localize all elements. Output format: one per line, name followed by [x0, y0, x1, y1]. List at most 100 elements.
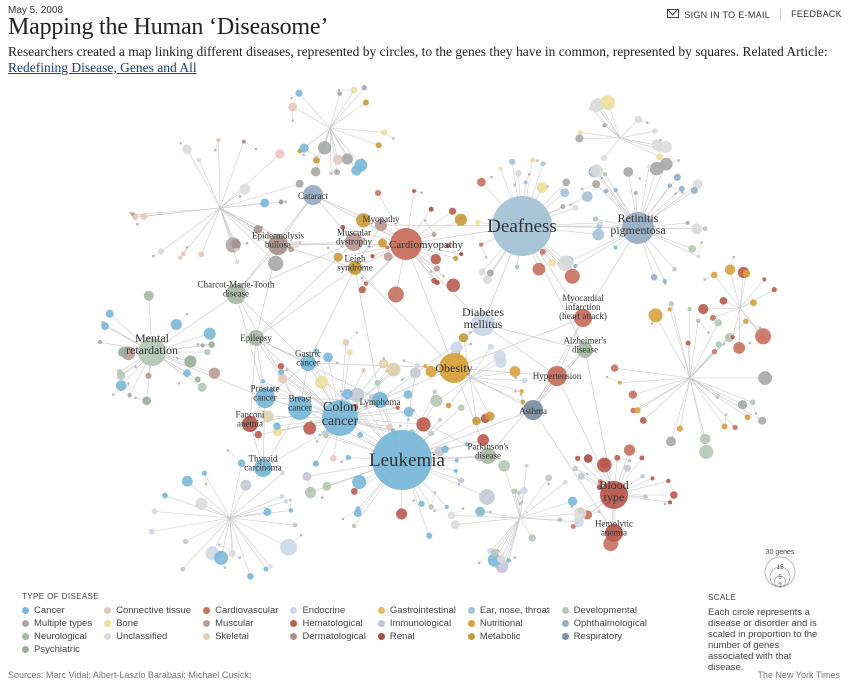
disease-node[interactable] [288, 508, 294, 513]
disease-node[interactable] [698, 303, 709, 315]
disease-node[interactable] [374, 379, 381, 387]
disease-node-fanconi-anemia[interactable] [242, 416, 258, 432]
disease-node[interactable] [613, 245, 618, 250]
disease-node[interactable] [342, 339, 350, 346]
disease-node[interactable] [475, 219, 481, 226]
disease-node[interactable] [353, 509, 362, 518]
disease-node[interactable] [676, 425, 683, 432]
disease-node[interactable] [749, 399, 756, 406]
disease-node[interactable] [572, 204, 579, 211]
disease-node[interactable] [515, 169, 523, 177]
disease-node[interactable] [709, 314, 716, 321]
disease-node[interactable] [678, 185, 685, 192]
disease-node[interactable] [381, 129, 388, 136]
disease-node[interactable] [340, 225, 346, 230]
disease-node[interactable] [560, 203, 566, 209]
disease-node[interactable] [423, 363, 428, 369]
disease-node[interactable] [194, 376, 201, 383]
disease-node[interactable] [115, 380, 127, 391]
disease-node[interactable] [567, 496, 578, 506]
disease-node[interactable] [699, 444, 714, 460]
disease-node[interactable] [617, 380, 622, 385]
disease-node[interactable] [178, 255, 183, 261]
disease-node[interactable] [691, 223, 703, 235]
disease-node[interactable] [328, 170, 334, 176]
disease-node[interactable] [597, 479, 603, 485]
disease-node[interactable] [511, 488, 518, 495]
disease-node[interactable] [562, 178, 571, 187]
disease-node[interactable] [725, 336, 730, 341]
disease-node[interactable] [323, 352, 333, 363]
disease-node[interactable] [536, 182, 548, 194]
disease-node[interactable] [692, 179, 703, 189]
disease-node[interactable] [418, 500, 425, 507]
disease-node[interactable] [253, 224, 263, 234]
disease-node-breast-cancer[interactable] [288, 396, 312, 420]
disease-node[interactable] [197, 382, 207, 392]
disease-node[interactable] [275, 149, 285, 159]
related-article-link[interactable]: Redefining Disease, Genes and All [8, 60, 197, 75]
disease-node[interactable] [521, 377, 528, 384]
disease-node[interactable] [458, 332, 469, 343]
disease-node[interactable] [583, 454, 593, 463]
disease-node[interactable] [231, 239, 241, 249]
disease-node[interactable] [268, 564, 273, 569]
disease-node[interactable] [600, 154, 608, 161]
disease-node[interactable] [446, 278, 461, 293]
disease-node[interactable] [254, 430, 263, 439]
disease-node[interactable] [659, 140, 672, 153]
disease-node[interactable] [737, 400, 748, 410]
disease-node[interactable] [744, 414, 751, 421]
disease-node[interactable] [685, 340, 691, 346]
disease-node[interactable] [428, 430, 435, 437]
disease-node[interactable] [280, 538, 298, 556]
disease-node[interactable] [520, 399, 526, 405]
disease-node[interactable] [370, 254, 375, 259]
disease-node[interactable] [314, 375, 329, 389]
disease-node[interactable] [391, 368, 398, 375]
disease-node[interactable] [140, 212, 148, 220]
disease-node[interactable] [403, 389, 413, 399]
disease-node[interactable] [673, 173, 681, 181]
disease-node-mental-retardation[interactable] [138, 338, 166, 366]
disease-node[interactable] [578, 130, 583, 135]
disease-node[interactable] [666, 436, 676, 447]
sign-in-email-link[interactable]: SIGN IN TO E-MAIL [667, 8, 770, 20]
disease-node[interactable] [383, 252, 393, 262]
disease-node[interactable] [646, 164, 652, 169]
disease-node[interactable] [349, 387, 365, 403]
disease-node[interactable] [721, 423, 728, 430]
disease-node[interactable] [142, 396, 152, 406]
disease-node[interactable] [386, 423, 393, 431]
disease-node[interactable] [273, 422, 281, 430]
disease-node[interactable] [416, 417, 431, 432]
disease-node[interactable] [520, 486, 528, 495]
disease-node[interactable] [288, 246, 295, 253]
disease-node[interactable] [303, 421, 317, 435]
disease-node[interactable] [198, 251, 205, 258]
disease-node[interactable] [560, 188, 570, 198]
disease-node[interactable] [710, 271, 718, 279]
disease-node[interactable] [450, 341, 463, 354]
disease-node[interactable] [431, 232, 437, 237]
disease-node[interactable] [742, 318, 749, 325]
disease-node[interactable] [602, 123, 607, 128]
disease-node[interactable] [181, 475, 193, 487]
disease-node[interactable] [323, 434, 329, 439]
disease-node[interactable] [613, 187, 618, 193]
disease-node-parkinson-s-disease[interactable] [480, 448, 496, 464]
disease-node[interactable] [360, 368, 367, 374]
disease-node[interactable] [118, 347, 129, 358]
disease-node[interactable] [444, 504, 449, 509]
disease-node[interactable] [346, 349, 353, 356]
disease-node[interactable] [395, 405, 400, 410]
disease-node-epilepsy[interactable] [248, 330, 264, 346]
disease-node-prostate-cancer[interactable] [255, 388, 275, 408]
disease-node[interactable] [295, 179, 304, 188]
disease-node[interactable] [724, 264, 736, 275]
disease-node[interactable] [702, 226, 708, 232]
disease-node[interactable] [432, 389, 438, 395]
disease-node[interactable] [668, 500, 673, 505]
disease-node[interactable] [454, 213, 467, 226]
disease-node[interactable] [482, 275, 493, 285]
